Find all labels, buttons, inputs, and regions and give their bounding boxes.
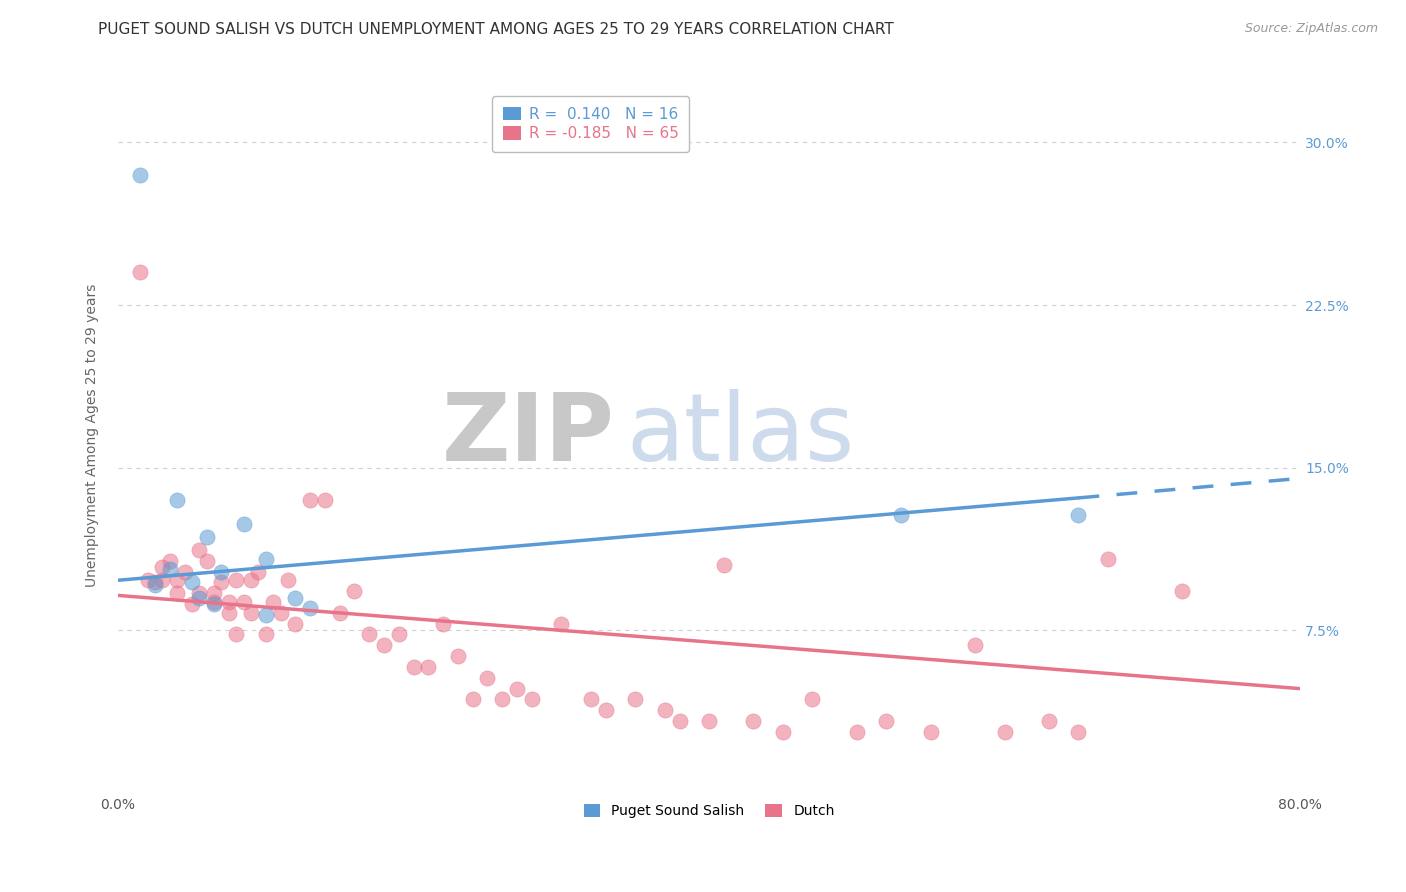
Point — [432, 616, 454, 631]
Point — [299, 601, 322, 615]
Point — [713, 558, 735, 572]
Point — [329, 606, 352, 620]
Point — [143, 575, 166, 590]
Point — [129, 265, 152, 279]
Point — [166, 493, 188, 508]
Point — [202, 586, 225, 600]
Point — [254, 551, 277, 566]
Point — [520, 692, 543, 706]
Point — [188, 591, 211, 605]
Point — [159, 562, 181, 576]
Point — [373, 638, 395, 652]
Point — [418, 660, 440, 674]
Point — [159, 554, 181, 568]
Point — [181, 597, 204, 611]
Point — [1038, 714, 1060, 728]
Point — [225, 574, 247, 588]
Point — [801, 692, 824, 706]
Point — [299, 493, 322, 508]
Point — [202, 597, 225, 611]
Point — [181, 575, 204, 590]
Text: PUGET SOUND SALISH VS DUTCH UNEMPLOYMENT AMONG AGES 25 TO 29 YEARS CORRELATION C: PUGET SOUND SALISH VS DUTCH UNEMPLOYMENT… — [98, 22, 894, 37]
Point — [232, 595, 254, 609]
Legend: Puget Sound Salish, Dutch: Puget Sound Salish, Dutch — [576, 797, 841, 825]
Point — [595, 703, 617, 717]
Point — [150, 560, 173, 574]
Point — [920, 725, 942, 739]
Point — [247, 565, 270, 579]
Point — [195, 530, 218, 544]
Point — [225, 627, 247, 641]
Point — [277, 574, 299, 588]
Point — [963, 638, 986, 652]
Point — [240, 574, 263, 588]
Point — [491, 692, 513, 706]
Point — [254, 627, 277, 641]
Point — [202, 595, 225, 609]
Point — [166, 574, 188, 588]
Point — [218, 606, 240, 620]
Point — [890, 508, 912, 523]
Text: Source: ZipAtlas.com: Source: ZipAtlas.com — [1244, 22, 1378, 36]
Point — [284, 616, 307, 631]
Point — [697, 714, 720, 728]
Point — [166, 586, 188, 600]
Point — [284, 591, 307, 605]
Point — [402, 660, 425, 674]
Point — [218, 595, 240, 609]
Point — [388, 627, 411, 641]
Point — [195, 554, 218, 568]
Point — [211, 565, 233, 579]
Point — [993, 725, 1015, 739]
Y-axis label: Unemployment Among Ages 25 to 29 years: Unemployment Among Ages 25 to 29 years — [86, 284, 100, 587]
Point — [550, 616, 572, 631]
Point — [188, 586, 211, 600]
Point — [579, 692, 602, 706]
Point — [254, 607, 277, 622]
Point — [150, 574, 173, 588]
Point — [477, 671, 499, 685]
Point — [211, 575, 233, 590]
Point — [129, 168, 152, 182]
Point — [654, 703, 676, 717]
Point — [506, 681, 529, 696]
Point — [845, 725, 868, 739]
Point — [136, 574, 159, 588]
Point — [188, 542, 211, 557]
Point — [1097, 551, 1119, 566]
Point — [232, 516, 254, 531]
Point — [1067, 725, 1090, 739]
Point — [772, 725, 794, 739]
Point — [624, 692, 647, 706]
Point — [359, 627, 381, 641]
Point — [742, 714, 765, 728]
Point — [1067, 508, 1090, 523]
Point — [343, 584, 366, 599]
Point — [143, 577, 166, 591]
Point — [461, 692, 484, 706]
Point — [314, 493, 336, 508]
Text: ZIP: ZIP — [441, 389, 614, 481]
Point — [262, 595, 284, 609]
Point — [1171, 584, 1194, 599]
Text: atlas: atlas — [626, 389, 855, 481]
Point — [447, 649, 470, 664]
Point — [240, 606, 263, 620]
Point — [668, 714, 690, 728]
Point — [173, 565, 195, 579]
Point — [270, 606, 292, 620]
Point — [875, 714, 897, 728]
